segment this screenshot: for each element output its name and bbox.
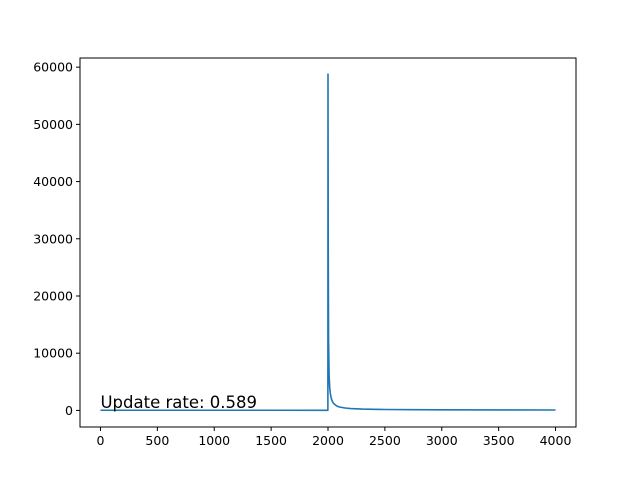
x-tick-label: 4000 <box>540 433 572 448</box>
x-tick-label: 2000 <box>312 433 344 448</box>
y-tick-label: 60000 <box>33 60 73 75</box>
y-tick-label: 10000 <box>33 346 73 361</box>
y-tick-label: 30000 <box>33 231 73 246</box>
series-line-0 <box>100 73 556 412</box>
y-tick-label: 40000 <box>33 174 73 189</box>
x-tick-label: 2500 <box>369 433 401 448</box>
y-tick-label: 0 <box>65 403 73 418</box>
x-tick-label: 0 <box>97 433 105 448</box>
x-tick-label: 3500 <box>483 433 515 448</box>
y-tick-label: 50000 <box>33 117 73 132</box>
x-tick-label: 500 <box>145 433 169 448</box>
y-tick-label: 20000 <box>33 288 73 303</box>
x-tick-label: 1500 <box>255 433 287 448</box>
x-tick-label: 1000 <box>198 433 230 448</box>
annotation-text: Update rate: 0.589 <box>100 393 257 412</box>
x-tick-label: 3000 <box>426 433 458 448</box>
